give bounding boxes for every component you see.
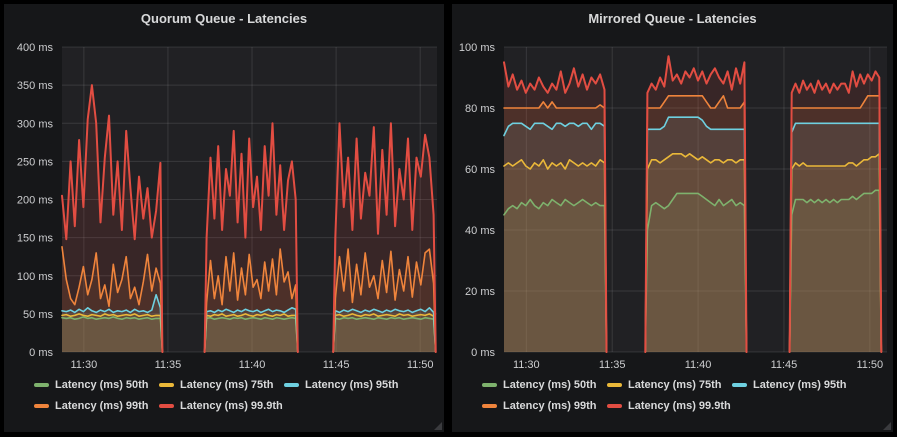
legend-label: Latency (ms) 50th [503,379,597,391]
legend-swatch-p999-icon [607,404,622,408]
legend-swatch-p50-icon [34,383,49,387]
svg-text:100 ms: 100 ms [459,42,496,54]
legend-item-p99[interactable]: Latency (ms) 99th [34,400,149,412]
svg-text:11:45: 11:45 [771,359,798,371]
svg-text:40 ms: 40 ms [465,225,495,237]
quorum-latency-chart[interactable]: 400 ms 350 ms 300 ms 250 ms 200 ms 150 ms 100 … [4,4,444,376]
legend-swatch-p75-icon [159,383,174,387]
panel-title[interactable]: Mirrored Queue - Latencies [588,11,757,26]
legend: Latency (ms) 50th Latency (ms) 75th Late… [34,379,438,412]
legend-item-p95[interactable]: Latency (ms) 95th [284,379,399,391]
legend-label: Latency (ms) 95th [753,379,847,391]
legend-label: Latency (ms) 99th [55,400,149,412]
legend-swatch-p95-icon [284,383,299,387]
svg-text:100 ms: 100 ms [17,271,54,283]
legend-swatch-p95-icon [732,383,747,387]
legend-swatch-p50-icon [482,383,497,387]
legend-label: Latency (ms) 75th [628,379,722,391]
legend: Latency (ms) 50th Latency (ms) 75th Late… [482,379,887,412]
svg-text:0 ms: 0 ms [471,347,495,359]
svg-text:50 ms: 50 ms [23,309,53,321]
legend-label: Latency (ms) 75th [180,379,274,391]
svg-text:11:40: 11:40 [239,359,266,371]
svg-text:400 ms: 400 ms [17,42,54,54]
panel-title[interactable]: Quorum Queue - Latencies [140,11,308,26]
svg-text:60 ms: 60 ms [465,164,495,176]
legend-item-p999[interactable]: Latency (ms) 99.9th [159,400,283,412]
legend-item-p999[interactable]: Latency (ms) 99.9th [607,400,731,412]
legend-item-p75[interactable]: Latency (ms) 75th [607,379,722,391]
svg-text:11:30: 11:30 [71,359,98,371]
svg-text:11:45: 11:45 [323,359,350,371]
panel-quorum-queue-latencies: Quorum Queue - Latencies 400 ms 350 ms 300… [4,4,444,432]
svg-text:11:40: 11:40 [685,359,712,371]
svg-text:11:30: 11:30 [513,359,540,371]
svg-text:0 ms: 0 ms [29,347,53,359]
panel-resize-handle[interactable] [883,422,891,430]
svg-text:350 ms: 350 ms [17,80,54,92]
panel-mirrored-queue-latencies: Mirrored Queue - Latencies 100 ms 80 ms 60… [452,4,893,432]
legend-swatch-p99-icon [482,404,497,408]
svg-text:300 ms: 300 ms [17,118,54,130]
legend-item-p50[interactable]: Latency (ms) 50th [34,379,149,391]
legend-swatch-p99-icon [34,404,49,408]
svg-text:11:35: 11:35 [155,359,182,371]
svg-text:20 ms: 20 ms [465,286,495,298]
svg-text:11:50: 11:50 [856,359,883,371]
legend-item-p95[interactable]: Latency (ms) 95th [732,379,847,391]
legend-swatch-p999-icon [159,404,174,408]
svg-text:80 ms: 80 ms [465,103,495,115]
svg-text:11:50: 11:50 [407,359,434,371]
legend-item-p99[interactable]: Latency (ms) 99th [482,400,597,412]
mirrored-latency-chart[interactable]: 100 ms 80 ms 60 ms 40 ms 20 ms 0 ms 11:30 11:35… [452,4,893,376]
legend-swatch-p75-icon [607,383,622,387]
panel-resize-handle[interactable] [434,422,442,430]
legend-label: Latency (ms) 99.9th [180,400,283,412]
legend-item-p75[interactable]: Latency (ms) 75th [159,379,274,391]
svg-text:11:35: 11:35 [599,359,626,371]
legend-item-p50[interactable]: Latency (ms) 50th [482,379,597,391]
legend-label: Latency (ms) 95th [305,379,399,391]
svg-text:150 ms: 150 ms [17,233,54,245]
legend-label: Latency (ms) 99th [503,400,597,412]
svg-text:250 ms: 250 ms [17,156,54,168]
legend-label: Latency (ms) 99.9th [628,400,731,412]
svg-text:200 ms: 200 ms [17,195,54,207]
legend-label: Latency (ms) 50th [55,379,149,391]
